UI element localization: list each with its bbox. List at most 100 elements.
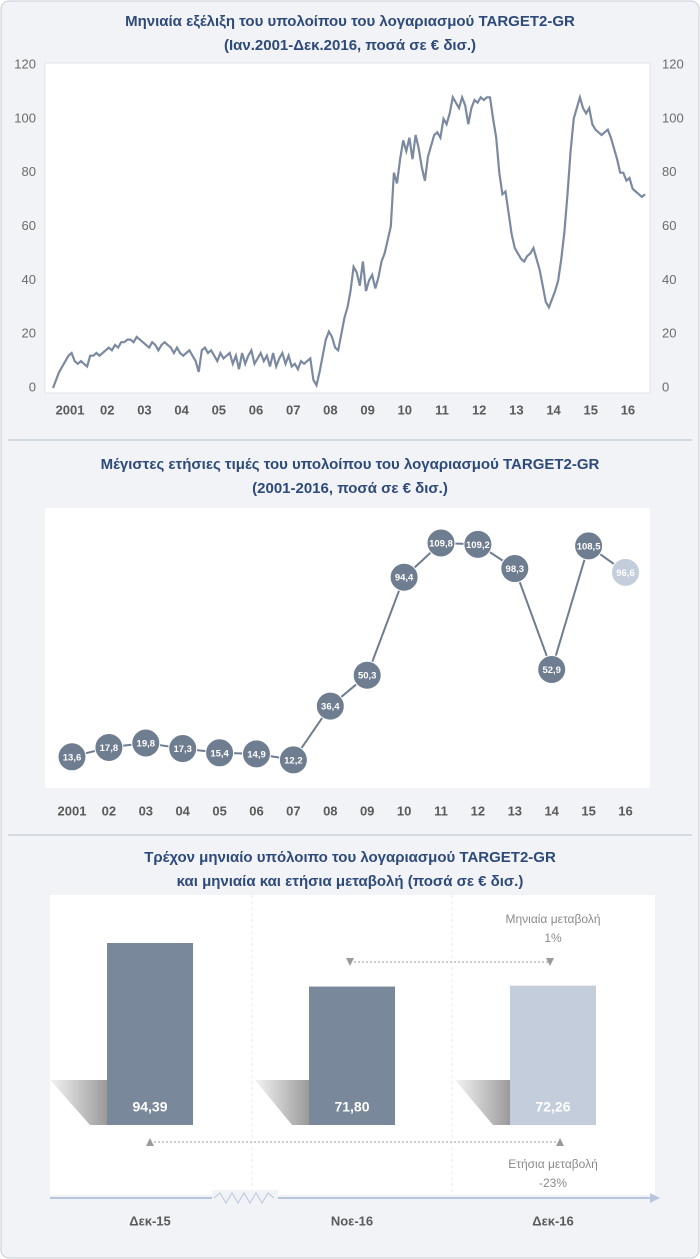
x-tick-label: 11 bbox=[434, 803, 448, 818]
shadow bbox=[255, 1080, 309, 1125]
chart-subtitle: (Ιαν.2001-Δεκ.2016, ποσά σε € δισ.) bbox=[224, 37, 476, 54]
data-label: 94,39 bbox=[132, 1099, 167, 1115]
x-tick-label: 04 bbox=[175, 803, 190, 818]
y2-tick-label: 20 bbox=[662, 326, 676, 341]
data-label: 13,6 bbox=[63, 752, 82, 763]
data-label: 72,26 bbox=[535, 1099, 570, 1115]
x-tick-label: 15 bbox=[584, 402, 598, 417]
y2-tick-label: 60 bbox=[662, 218, 676, 233]
x-tick-label: 14 bbox=[544, 803, 559, 818]
annotation: Ετήσια μεταβολή bbox=[508, 1157, 598, 1171]
chart-title: Τρέχον μηνιαίο υπόλοιπο του λογαριασμού … bbox=[144, 849, 556, 866]
point bbox=[574, 531, 604, 561]
x-tick-label: 02 bbox=[102, 803, 116, 818]
data-label: 19,8 bbox=[137, 739, 156, 750]
y-tick-label: 20 bbox=[22, 326, 36, 341]
data-label: 71,80 bbox=[334, 1099, 369, 1115]
point bbox=[389, 562, 419, 592]
data-label: 52,9 bbox=[542, 665, 561, 676]
point bbox=[352, 660, 382, 690]
x-tick-label: 03 bbox=[137, 402, 151, 417]
x-tick-label: 07 bbox=[286, 803, 300, 818]
x-tick-label: 08 bbox=[323, 402, 337, 417]
axis-break bbox=[213, 1192, 275, 1204]
x-tick-label: 08 bbox=[323, 803, 337, 818]
annotation: Μηνιαία μεταβολή bbox=[505, 912, 600, 926]
data-label: 109,2 bbox=[466, 540, 490, 551]
plot-area bbox=[44, 62, 651, 394]
data-label: 15,4 bbox=[210, 748, 229, 759]
y-tick-label: 0 bbox=[29, 379, 36, 394]
x-tick-label: 16 bbox=[618, 803, 632, 818]
bar bbox=[309, 986, 395, 1125]
y2-tick-label: 100 bbox=[662, 110, 684, 125]
data-label: 108,5 bbox=[577, 541, 601, 552]
bar bbox=[107, 943, 193, 1125]
data-label: 94,4 bbox=[395, 573, 414, 584]
x-tick-label: 09 bbox=[360, 803, 374, 818]
data-label: 50,3 bbox=[358, 671, 377, 682]
data-label: 98,3 bbox=[506, 564, 525, 575]
x-tick-label: 06 bbox=[249, 803, 263, 818]
data-label: 36,4 bbox=[321, 702, 340, 713]
x-tick-label: 07 bbox=[286, 402, 300, 417]
x-tick-label: 02 bbox=[100, 402, 114, 417]
arrow-head bbox=[146, 1138, 154, 1146]
shadow bbox=[455, 1080, 510, 1125]
axis-break bbox=[212, 1190, 278, 1206]
arrow-head bbox=[546, 958, 554, 966]
y2-tick-label: 120 bbox=[662, 56, 684, 71]
chart-subtitle: (2001-2016, ποσά σε € δισ.) bbox=[252, 480, 448, 497]
annotation-value: 1% bbox=[544, 931, 562, 945]
point bbox=[94, 732, 124, 762]
chart-title: Μηνιαία εξέλιξη του υπολοίπου του λογαρι… bbox=[125, 13, 575, 30]
point bbox=[168, 734, 198, 764]
data-label: 109,8 bbox=[429, 539, 453, 550]
data-label: 96,6 bbox=[616, 568, 635, 579]
chart-subtitle: και μηνιαία και ετήσια μεταβολή (ποσά σε… bbox=[177, 873, 524, 890]
x-tick-label: 12 bbox=[471, 803, 485, 818]
x-tick-label: Δεκ-16 bbox=[532, 1213, 574, 1228]
arrow-head bbox=[346, 958, 354, 966]
point bbox=[278, 745, 308, 775]
x-tick-label: 15 bbox=[581, 803, 595, 818]
y2-tick-label: 0 bbox=[662, 379, 669, 394]
point bbox=[315, 691, 345, 721]
point bbox=[537, 654, 567, 684]
point bbox=[611, 557, 640, 587]
y-tick-label: 80 bbox=[22, 164, 36, 179]
y2-tick-label: 40 bbox=[662, 272, 676, 287]
line bbox=[71, 541, 627, 761]
y-tick-label: 100 bbox=[14, 110, 36, 125]
x-tick-label: 13 bbox=[509, 402, 523, 417]
x-tick-label: 16 bbox=[621, 402, 635, 417]
x-tick-label: 05 bbox=[212, 803, 226, 818]
x-tick-label: 03 bbox=[139, 803, 153, 818]
data-label: 17,8 bbox=[100, 743, 119, 754]
x-tick-label: 14 bbox=[546, 402, 561, 417]
point bbox=[426, 528, 456, 558]
point bbox=[57, 742, 87, 772]
x-tick-label: 11 bbox=[435, 402, 449, 417]
y-tick-label: 40 bbox=[22, 272, 36, 287]
y2-tick-label: 80 bbox=[662, 164, 676, 179]
point bbox=[131, 728, 161, 758]
x-tick-label: 06 bbox=[249, 402, 263, 417]
data-label: 17,3 bbox=[173, 744, 192, 755]
x-tick-label: 12 bbox=[472, 402, 486, 417]
annotation-value: -23% bbox=[539, 1176, 567, 1190]
x-tick-label: 09 bbox=[360, 402, 374, 417]
point bbox=[242, 739, 271, 769]
line bbox=[51, 93, 646, 389]
shadow bbox=[50, 1080, 107, 1125]
x-tick-label: 04 bbox=[174, 402, 189, 417]
arrow-head bbox=[556, 1138, 564, 1146]
data-label: 14,9 bbox=[247, 749, 266, 760]
data-label: 12,2 bbox=[284, 755, 303, 766]
x-tick-label: Δεκ-15 bbox=[129, 1213, 171, 1228]
axis-arrow bbox=[650, 1193, 660, 1203]
x-tick-label: 13 bbox=[508, 803, 522, 818]
point bbox=[205, 738, 235, 768]
y-tick-label: 120 bbox=[14, 56, 36, 71]
